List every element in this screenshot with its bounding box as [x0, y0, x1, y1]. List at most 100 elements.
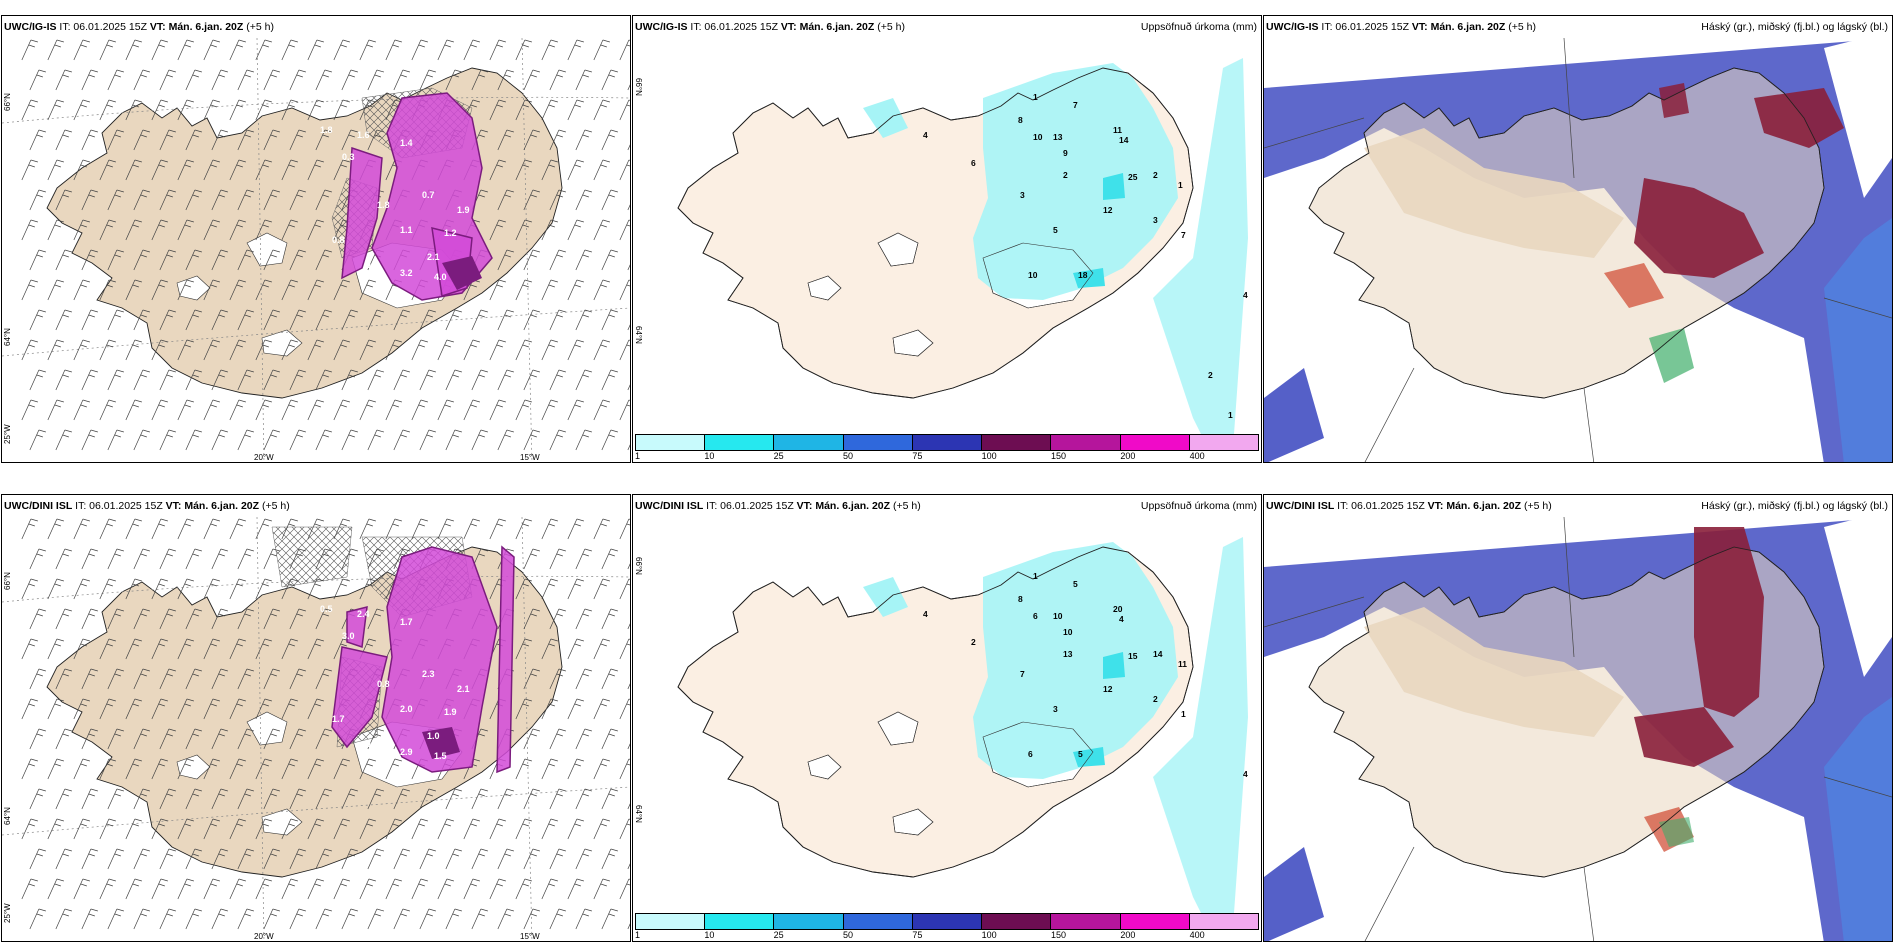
colorbar-tick-label: 1	[635, 451, 641, 461]
valid-prefix: VT:	[796, 500, 813, 512]
precip-value-label: 1.2	[444, 228, 457, 238]
precip-amount-label: 6	[971, 158, 976, 168]
map-area[interactable]: 0.5 2.4 3.0 1.7 2.3 0.8 2.0 1.9 1.5 2.9 1.2 1.0 2.1 1…	[2, 517, 630, 941]
panel-wind-precip-dini: UWC/DINI ISL IT: 06.01.2025 15Z VT: Mán.…	[1, 494, 631, 942]
precip-amount-label: 4	[923, 130, 928, 140]
colorbar-swatch	[1120, 435, 1190, 450]
precip-amount-label: 2	[971, 637, 976, 647]
precip-value-label: 1.4	[367, 260, 380, 270]
precip-amount-label: 25	[1128, 172, 1138, 182]
precip-amount-label: 1	[1178, 180, 1183, 190]
precip-amount-label: 12	[1103, 684, 1113, 694]
model-name: UWC/DINI ISL	[1266, 500, 1335, 512]
valid-time: Mán. 6.jan. 20Z	[168, 21, 244, 33]
map-area[interactable]	[1264, 517, 1892, 941]
map-area[interactable]: 1 5 4 8 6 10 10 20 4 13 15 2 7 12 3 5 6 14 11 2 1 4	[633, 517, 1261, 941]
colorbar-tick-label: 1	[635, 930, 641, 940]
lon-label-20: 20°W	[254, 932, 274, 941]
panel-clouds-dini: UWC/DINI ISL IT: 06.01.2025 15Z VT: Mán.…	[1263, 494, 1893, 942]
colorbar-cells	[635, 913, 1259, 930]
valid-time: Mán. 6.jan. 20Z	[1430, 21, 1506, 33]
lon-label-25: 25°W	[3, 424, 12, 444]
model-name: UWC/DINI ISL	[4, 500, 73, 512]
panel-title: Uppsöfnuð úrkoma (mm)	[1140, 21, 1257, 33]
lon-label-20: 20°W	[254, 453, 274, 462]
precip-amount-label: 12	[1103, 205, 1113, 215]
colorbar-swatch	[843, 435, 913, 450]
precip-amount-label: 3	[1053, 704, 1058, 714]
colorbar-swatch	[705, 435, 775, 450]
precip-value-label: 1.4	[400, 138, 413, 148]
precip-amount-label: 1	[1228, 410, 1233, 420]
precip-value-label: 1.2	[367, 739, 380, 749]
precip-value-label: 1.0	[427, 731, 440, 741]
precip-value-label: 4.0	[434, 272, 447, 282]
precip-amount-label: 11	[1178, 659, 1187, 669]
colorbar-swatch	[843, 914, 913, 929]
lead-time: (+5 h)	[892, 500, 921, 512]
precip-amount-label: 8	[1018, 115, 1023, 125]
lat-label-64: 64°N	[3, 328, 12, 346]
panel-accum-precip-dini: UWC/DINI ISL IT: 06.01.2025 15Z VT: Mán.…	[632, 494, 1262, 942]
precip-value-label: 3.0	[342, 631, 355, 641]
colorbar-tick-label: 50	[843, 930, 854, 940]
precip-value-label: 0.8	[332, 235, 345, 245]
precip-value-label: 0.5	[320, 604, 333, 614]
precip-amount-label: 7	[1073, 100, 1078, 110]
colorbar-tick-label: 200	[1120, 930, 1136, 940]
panel-header: UWC/DINI ISL IT: 06.01.2025 15Z VT: Mán.…	[633, 495, 1261, 517]
precip-value-label: 2.9	[400, 747, 413, 757]
precip-value-label: 2.4	[357, 609, 370, 619]
valid-prefix: VT:	[149, 21, 166, 33]
colorbar-tick-label: 75	[912, 451, 923, 461]
colorbar-tick-label: 50	[843, 451, 854, 461]
model-name: UWC/DINI ISL	[635, 500, 704, 512]
colorbar-swatch	[912, 435, 983, 450]
colorbar: 1 10 25 50 75 100 150 200 400	[633, 434, 1261, 462]
colorbar-swatch	[705, 914, 775, 929]
panel-title: Háský (gr.), miðský (fj.bl.) og lágský (…	[1701, 500, 1888, 512]
precip-value-label: 0.7	[422, 190, 435, 200]
colorbar-tick-label: 150	[1051, 930, 1067, 940]
precip-amount-label: 10	[1033, 132, 1043, 142]
colorbar-swatch	[1051, 435, 1121, 450]
colorbar-swatch	[636, 435, 706, 450]
precip-amount-label: 14	[1153, 649, 1163, 659]
colorbar-swatch	[1189, 914, 1258, 929]
precip-amount-label: 5	[1073, 579, 1078, 589]
precip-amount-label: 2	[1153, 694, 1158, 704]
colorbar-swatch	[636, 914, 706, 929]
precip-value-label: 1.1	[400, 225, 413, 235]
colorbar-tick-label: 25	[773, 451, 784, 461]
panel-header: UWC/IG-IS IT: 06.01.2025 15Z VT: Mán. 6.…	[633, 16, 1261, 38]
precip-amount-label: 13	[1063, 649, 1073, 659]
panel-header: UWC/DINI ISL IT: 06.01.2025 15Z VT: Mán.…	[2, 495, 630, 517]
precip-amount-label: 7	[1020, 669, 1025, 679]
colorbar-tick-label: 400	[1189, 930, 1205, 940]
colorbar-tick-label: 100	[981, 451, 997, 461]
valid-time: Mán. 6.jan. 20Z	[815, 500, 891, 512]
colorbar-swatch	[774, 914, 844, 929]
map-area[interactable]: 1 7 4 8 10 13 9 11 14 2 25 6 3 12 5 18 10 2 1 3 7 4 2 1	[633, 38, 1261, 462]
init-time: IT: 06.01.2025 15Z	[1337, 500, 1425, 512]
panel-accum-precip-igis: UWC/IG-IS IT: 06.01.2025 15Z VT: Mán. 6.…	[632, 15, 1262, 463]
precip-value-label: 1.9	[444, 707, 457, 717]
panel-header: UWC/IG-IS IT: 06.01.2025 15Z VT: Mán. 6.…	[2, 16, 630, 38]
colorbar-cells	[635, 434, 1259, 451]
valid-time: Mán. 6.jan. 20Z	[1446, 500, 1522, 512]
precip-amount-label: 15	[1128, 651, 1138, 661]
colorbar-swatch	[912, 914, 983, 929]
lead-time: (+5 h)	[1523, 500, 1552, 512]
panel-title: Uppsöfnuð úrkoma (mm)	[1140, 500, 1257, 512]
panel-clouds-igis: UWC/IG-IS IT: 06.01.2025 15Z VT: Mán. 6.…	[1263, 15, 1893, 463]
valid-prefix: VT:	[780, 21, 797, 33]
precip-amount-label: 4	[923, 609, 928, 619]
map-area[interactable]	[1264, 38, 1892, 462]
precip-value-label: 1.8	[320, 125, 333, 135]
map-area[interactable]: 1.8 1.6 0.3 1.4 0.7 1.8 1.1 1.2 4.0 3.2 1.4 2.1 1.9 0…	[2, 38, 630, 462]
valid-prefix: VT:	[1411, 21, 1428, 33]
model-name: UWC/IG-IS	[635, 21, 688, 33]
precip-value-label: 2.1	[457, 684, 470, 694]
precip-amount-label: 14	[1119, 135, 1129, 145]
colorbar: 1 10 25 50 75 100 150 200 400	[633, 913, 1261, 941]
